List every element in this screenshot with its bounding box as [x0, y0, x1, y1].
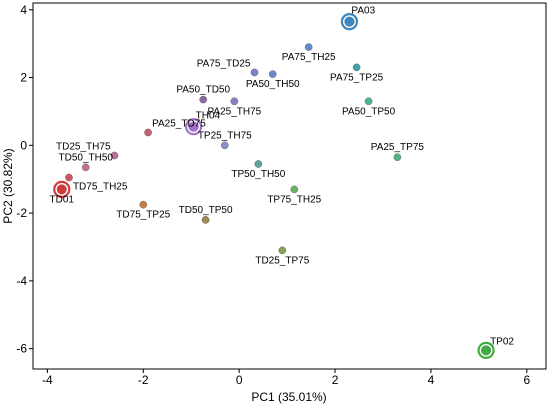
y-axis-title: PC2 (30.82%)	[1, 148, 15, 223]
y-tick-label: -2	[16, 206, 27, 220]
point-label: PA25_TP75	[371, 142, 425, 153]
y-tick-label: -6	[16, 342, 27, 356]
data-point	[250, 68, 259, 77]
data-point	[199, 95, 208, 104]
point-label: TD01	[50, 194, 75, 205]
data-point	[65, 173, 73, 182]
data-point	[304, 43, 313, 51]
data-point	[188, 121, 199, 132]
data-point	[352, 63, 361, 72]
point-label: PA25_TD75	[152, 118, 206, 129]
point-label: PA75_TP25	[330, 72, 384, 83]
x-tick-label: 0	[236, 373, 243, 387]
data-points	[53, 13, 495, 359]
data-point	[81, 163, 90, 172]
point-label: TD25_TH75	[56, 142, 111, 153]
data-point	[139, 200, 148, 209]
data-point	[268, 70, 277, 78]
point-label: PA75_TH25	[282, 52, 336, 63]
point-label: TP75_TH25	[267, 194, 321, 205]
data-point	[230, 97, 239, 106]
y-tick-label: -4	[16, 274, 27, 288]
point-label: TD75_TP25	[116, 210, 170, 221]
y-tick-label: 2	[20, 71, 27, 85]
point-label: TP02	[490, 336, 514, 347]
x-tick-label: 6	[523, 373, 530, 387]
point-label: TD75_TH25	[73, 182, 128, 193]
data-point	[278, 246, 287, 255]
point-label: PA25_TH75	[207, 106, 261, 117]
x-tick-label: 4	[428, 373, 435, 387]
x-axis-ticks: -4 -2 0 2 4 6	[42, 369, 530, 387]
point-label: TH04	[196, 111, 221, 122]
point-label: PA50_TH50	[246, 79, 300, 90]
x-axis-title: PC1 (35.01%)	[251, 390, 326, 404]
data-point	[201, 216, 210, 224]
data-point	[110, 151, 119, 160]
point-label: TP50_TH50	[231, 169, 285, 180]
x-tick-label: -2	[138, 373, 149, 387]
data-point	[290, 185, 299, 194]
x-tick-label: -4	[42, 373, 53, 387]
data-point	[393, 153, 402, 161]
point-label: PA03	[351, 6, 375, 17]
data-point	[254, 160, 263, 168]
point-label: TD25_TP75	[255, 255, 309, 266]
x-tick-label: 2	[332, 373, 339, 387]
point-label: TP25_TH75	[198, 130, 252, 141]
y-tick-label: 4	[20, 3, 27, 17]
plot-frame	[32, 2, 547, 370]
point-label: PA50_TD50	[176, 85, 230, 96]
data-point	[364, 97, 373, 106]
data-point	[481, 345, 492, 356]
data-point	[144, 128, 152, 137]
data-point	[344, 16, 355, 27]
data-point	[56, 184, 67, 195]
data-point	[220, 141, 229, 150]
point-label: TD50_TP50	[179, 205, 233, 216]
point-labels: PA03 PA75_TH25 PA75_TD25 PA50_TH50 PA75_TP25…	[50, 6, 515, 348]
y-tick-label: 0	[20, 138, 27, 152]
point-label: TD50_TH50	[59, 152, 114, 163]
y-axis-ticks: -6 -4 -2 0 2 4	[16, 3, 33, 356]
point-label: PA50_TP50	[342, 106, 396, 117]
point-label: PA75_TD25	[197, 58, 251, 69]
